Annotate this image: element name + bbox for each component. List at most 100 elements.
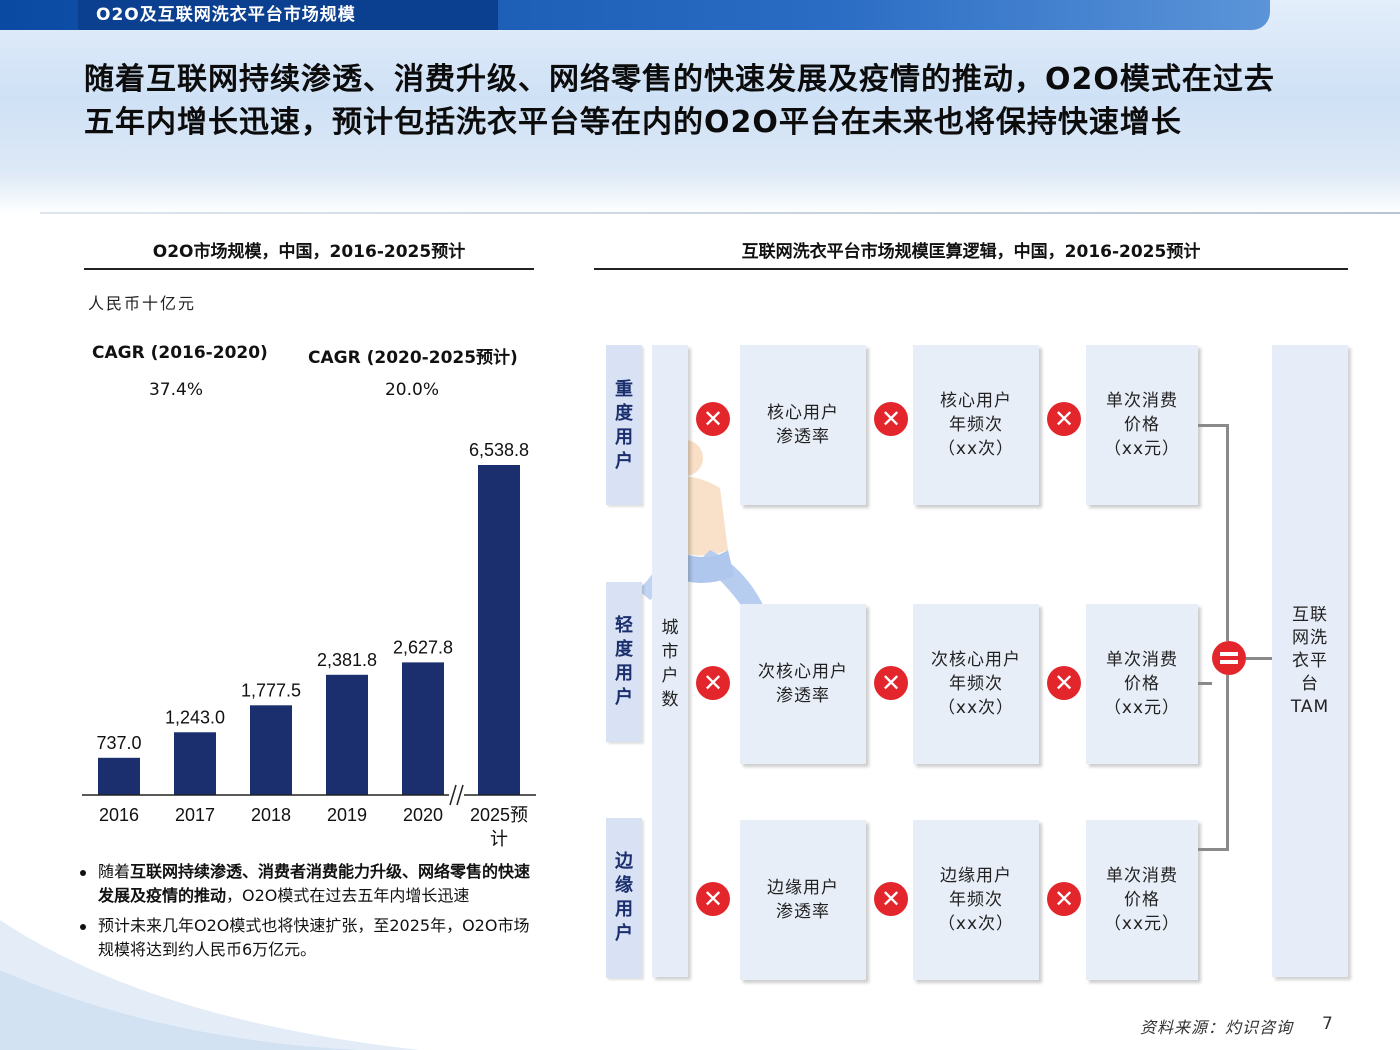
header-tab [78,0,498,30]
card-secondary-price: 单次消费价格 （xx元） [1086,604,1198,764]
card-line: 价格 [1124,890,1160,910]
tam-line: 互联 [1292,605,1328,625]
header-divider [40,212,1400,214]
x-tick-label: 2017 [175,805,215,825]
multiply-icon: ✕ [1047,882,1081,916]
vertical-char: 度 [615,403,633,424]
card-line: 核心用户 [940,391,1012,411]
segment-box-marginal [606,818,642,978]
card-core-frequency: 核心用户年频次 （xx次） [913,345,1039,505]
multiply-icon: ✕ [874,402,908,436]
card-line: 次核心用户 [931,650,1021,670]
card-line: （xx元） [1103,914,1181,934]
segment-box-light [606,582,642,742]
card-line: 渗透率 [776,686,830,706]
vertical-char: 度 [615,639,633,660]
card-line: 年频次 [949,415,1003,435]
bullet-item-1: 随着互联网持续渗透、消费者消费能力升级、网络零售的快速发展及疫情的推动，O2O模… [74,860,544,908]
bullet-list: 随着互联网持续渗透、消费者消费能力升级、网络零售的快速发展及疫情的推动，O2O模… [74,860,544,968]
connector-line [1246,657,1272,660]
segment-label-light: 轻度用户 [606,614,642,710]
card-line: 边缘用户 [767,878,839,898]
right-panel-title: 互联网洗衣平台市场规模匡算逻辑，中国，2016-2025预计 [741,242,1201,262]
card-core-penetration: 核心用户 渗透率 [740,345,866,505]
bullet-1-bold: 互联网持续渗透、消费者消费能力升级、网络零售的快速发展及疫情的推动 [98,862,531,905]
vertical-char: 数 [661,690,679,710]
x-tick-label: 2025预 [470,805,528,825]
city-households-text: 城市户数 [652,616,688,712]
multiply-icon: ✕ [696,882,730,916]
chart-unit-label: 人民币十亿元 [88,294,197,313]
card-line: 年频次 [949,890,1003,910]
card-secondary-penetration: 次核心用户 渗透率 [740,604,866,764]
multiply-icon: ✕ [1047,402,1081,436]
tam-line: 衣平 [1292,651,1328,671]
equals-bar [1220,660,1238,664]
vertical-char: 用 [615,427,633,448]
axis-break-mark [456,784,464,806]
vertical-char: 城 [661,618,679,638]
card-line: 渗透率 [776,902,830,922]
vertical-char: 户 [661,666,679,686]
bar-2016 [98,757,140,795]
bullet-1-pre: 随着 [98,862,131,881]
card-secondary-frequency: 次核心用户 年频次 （xx次） [913,604,1039,764]
vertical-char: 缘 [615,875,633,896]
bar-2020 [402,662,444,795]
vertical-char: 用 [615,899,633,920]
card-marginal-penetration: 边缘用户 渗透率 [740,820,866,980]
source-note: 资料来源：灼识咨询 [1140,1018,1294,1037]
bar-value-label: 737.0 [96,733,141,753]
vertical-char: 边 [615,851,633,872]
bar-2017 [174,732,216,795]
vertical-char: 户 [615,451,633,472]
left-panel-title: O2O市场规模，中国，2016-2025预计 [152,242,466,262]
header-background [0,0,1400,215]
cagr-label-2: CAGR (2020-2025预计) [308,348,518,368]
x-tick-label: 2018 [251,805,291,825]
o2o-market-bar-chart: 737.0 2016 1,243.0 2017 1,777.5 2018 2,381.8 20… [82,440,536,849]
x-tick-label: 计 [490,829,508,849]
segment-box-heavy [606,345,642,505]
vertical-char: 户 [615,687,633,708]
bullet-1-post: ，O2O模式在过去五年内增长迅速 [226,886,470,905]
card-line: 价格 [1124,674,1160,694]
multiply-icon: ✕ [874,666,908,700]
card-marginal-frequency: 边缘用户 年频次 （xx次） [913,820,1039,980]
card-line: 单次消费 [1106,650,1178,670]
axis-break-mark [449,784,457,806]
city-households-column [652,345,688,977]
multiply-icon: ✕ [874,882,908,916]
card-line: 次核心用户 [758,662,848,682]
cagr-label-1: CAGR (2016-2020) [92,343,268,363]
left-panel-rule [84,268,534,270]
headline: 随着互联网持续渗透、消费升级、网络零售的快速发展及疫情的推动，O2O模式在过去五… [84,62,1275,140]
card-line: （xx次） [937,439,1015,459]
vertical-char: 重 [615,379,633,400]
connector-line [1198,682,1212,685]
vertical-char: 市 [661,642,679,662]
tam-label: 互联 网洗 衣平 台 TAM [1272,604,1348,719]
bar-value-label: 2,381.8 [317,650,377,670]
card-line: 渗透率 [776,427,830,447]
equals-bar [1220,652,1238,656]
right-panel-rule [594,268,1348,270]
card-line: 单次消费 [1106,391,1178,411]
card-line: 边缘用户 [940,866,1012,886]
bullet-item-2: 预计未来几年O2O模式也将快速扩张，至2025年，O2O市场规模将达到约人民币6… [74,914,544,962]
card-line: 核心用户 [767,403,839,423]
multiply-icon: ✕ [696,402,730,436]
card-line: 单次消费 [1106,866,1178,886]
card-marginal-price: 单次消费价格 （xx元） [1086,820,1198,980]
footer-wave-decoration [0,920,420,1050]
bar-value-label: 1,777.5 [241,680,301,700]
connector-line [1226,675,1229,851]
tam-line: 台 [1301,674,1319,694]
bullet-2-text: 预计未来几年O2O模式也将快速扩张，至2025年，O2O市场规模将达到约人民币6… [98,916,530,959]
card-line: （xx元） [1103,698,1181,718]
equals-icon [1212,641,1246,675]
bar-value-label: 1,243.0 [165,707,225,727]
bar-value-label: 2,627.8 [393,637,453,657]
segment-text-heavy: 重度用户 [606,378,642,474]
segment-text-light: 轻度用户 [606,614,642,710]
